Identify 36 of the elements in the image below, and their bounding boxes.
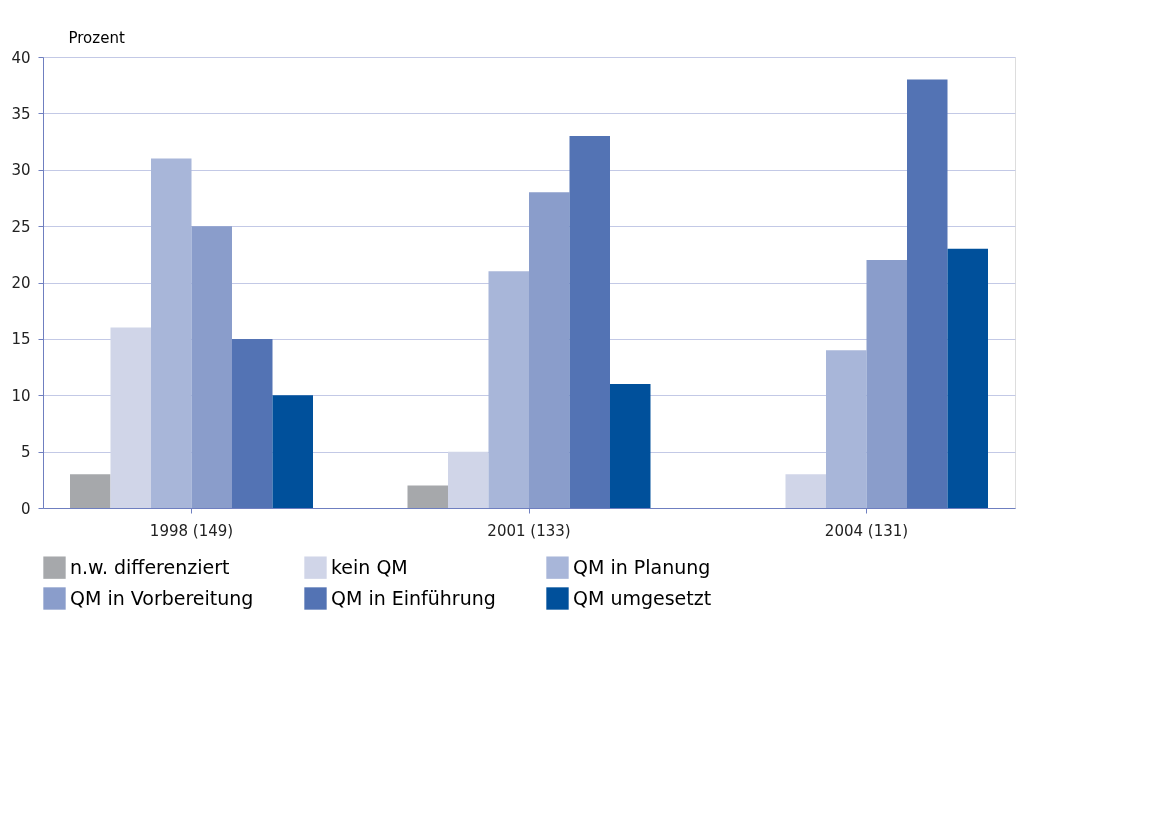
y-tick-label: 10 xyxy=(11,386,31,405)
y-tick-label: 30 xyxy=(11,161,31,180)
bar xyxy=(947,248,988,508)
legend-label: QM in Vorbereitung xyxy=(70,586,254,609)
y-tick-label: 25 xyxy=(11,217,31,236)
bar xyxy=(569,135,610,508)
y-tick-label: 20 xyxy=(11,274,31,292)
y-tick-label: 35 xyxy=(11,104,31,123)
bar xyxy=(488,271,529,508)
bar xyxy=(272,395,313,508)
bar xyxy=(151,158,192,508)
legend-label: QM in Einführung xyxy=(331,586,496,609)
bar xyxy=(529,192,570,508)
bar xyxy=(110,327,151,508)
bar xyxy=(610,383,651,508)
bar xyxy=(448,451,489,508)
bar xyxy=(907,79,948,508)
bar xyxy=(826,350,867,508)
bar xyxy=(70,474,111,508)
legend-label: n.w. differenziert xyxy=(70,555,230,578)
bar xyxy=(407,485,448,508)
y-tick-label: 15 xyxy=(11,330,31,349)
bar xyxy=(232,338,273,508)
bar xyxy=(785,474,826,508)
legend-label: QM in Planung xyxy=(573,555,711,578)
y-tick-label: 40 xyxy=(11,48,31,67)
y-axis-title: Prozent xyxy=(68,28,125,47)
x-tick-label: 2004 (131) xyxy=(824,521,909,540)
y-tick-label: 0 xyxy=(20,499,31,518)
y-tick-label: 5 xyxy=(20,443,31,462)
x-tick-label: 1998 (149) xyxy=(149,521,234,540)
legend-label: kein QM xyxy=(331,555,408,578)
bar xyxy=(866,259,907,508)
bar xyxy=(191,226,232,508)
x-tick-label: 2001 (133) xyxy=(487,521,571,540)
legend-label: QM umgesetzt xyxy=(573,586,712,609)
